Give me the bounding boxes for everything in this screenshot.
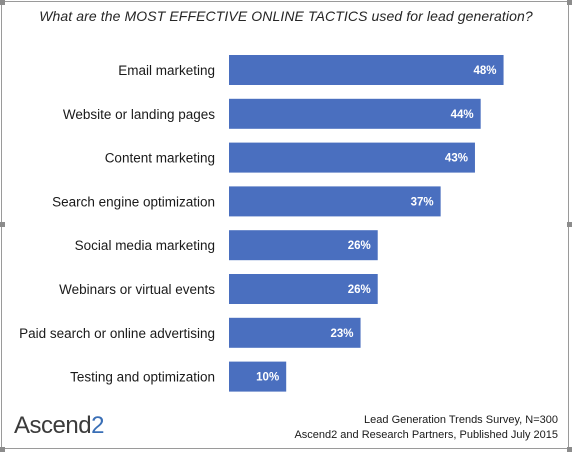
bar — [229, 55, 504, 85]
bar — [229, 230, 378, 261]
ascend2-logo: Ascend2 — [14, 412, 104, 440]
resize-handle-top-left[interactable] — [0, 0, 5, 5]
category-label: Webinars or virtual events — [59, 282, 215, 297]
data-label: 37% — [411, 196, 434, 208]
source-note: Lead Generation Trends Survey, N=300 Asc… — [294, 413, 558, 443]
bar — [229, 98, 481, 129]
source-line-2: Ascend2 and Research Partners, Published… — [294, 429, 558, 441]
resize-handle-left[interactable] — [0, 222, 5, 227]
bar — [229, 361, 287, 392]
bar — [229, 317, 361, 348]
resize-handle-bottom-left[interactable] — [0, 447, 5, 452]
data-label: 23% — [331, 328, 354, 340]
category-label: Social media marketing — [75, 238, 215, 253]
data-label: 44% — [451, 109, 474, 121]
category-label: Testing and optimization — [70, 370, 215, 385]
category-label: Website or landing pages — [63, 107, 215, 122]
data-label: 10% — [256, 372, 279, 384]
data-label: 48% — [474, 65, 497, 77]
bar — [229, 274, 378, 304]
resize-handle-bottom-right[interactable] — [567, 447, 572, 452]
resize-handle-right[interactable] — [567, 222, 572, 227]
bar — [229, 142, 475, 173]
chart-title: What are the MOST EFFECTIVE ONLINE TACTI… — [39, 8, 533, 24]
category-label: Email marketing — [118, 63, 215, 78]
logo-text: Ascend — [14, 412, 92, 439]
data-label: 43% — [445, 153, 468, 165]
category-label: Search engine optimization — [52, 194, 215, 209]
logo-number: 2 — [91, 412, 104, 439]
resize-handle-top-right[interactable] — [567, 0, 572, 5]
data-label: 26% — [348, 284, 371, 296]
data-label: 26% — [348, 240, 371, 252]
category-label: Content marketing — [105, 151, 215, 166]
category-label: Paid search or online advertising — [19, 326, 215, 341]
bar — [229, 186, 441, 217]
source-line-1: Lead Generation Trends Survey, N=300 — [364, 414, 558, 426]
